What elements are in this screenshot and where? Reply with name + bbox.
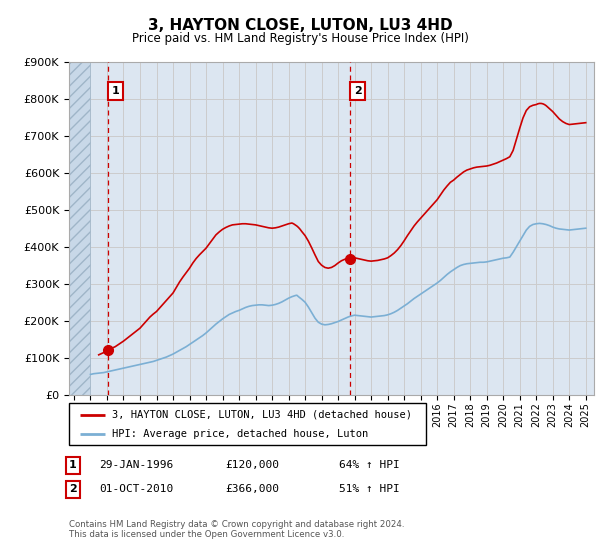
Bar bbox=[69, 62, 91, 395]
Text: 3, HAYTON CLOSE, LUTON, LU3 4HD: 3, HAYTON CLOSE, LUTON, LU3 4HD bbox=[148, 18, 452, 33]
Text: 2: 2 bbox=[69, 484, 77, 494]
Text: 1: 1 bbox=[69, 460, 77, 470]
Text: 51% ↑ HPI: 51% ↑ HPI bbox=[339, 484, 400, 494]
Text: £120,000: £120,000 bbox=[225, 460, 279, 470]
Text: 64% ↑ HPI: 64% ↑ HPI bbox=[339, 460, 400, 470]
Text: 3, HAYTON CLOSE, LUTON, LU3 4HD (detached house): 3, HAYTON CLOSE, LUTON, LU3 4HD (detache… bbox=[112, 409, 412, 419]
Text: £366,000: £366,000 bbox=[225, 484, 279, 494]
Text: 2: 2 bbox=[354, 86, 362, 96]
Text: 1: 1 bbox=[112, 86, 119, 96]
Text: 01-OCT-2010: 01-OCT-2010 bbox=[99, 484, 173, 494]
Text: Price paid vs. HM Land Registry's House Price Index (HPI): Price paid vs. HM Land Registry's House … bbox=[131, 32, 469, 45]
FancyBboxPatch shape bbox=[69, 403, 426, 445]
Text: 29-JAN-1996: 29-JAN-1996 bbox=[99, 460, 173, 470]
Text: Contains HM Land Registry data © Crown copyright and database right 2024.
This d: Contains HM Land Registry data © Crown c… bbox=[69, 520, 404, 539]
Text: HPI: Average price, detached house, Luton: HPI: Average price, detached house, Luto… bbox=[112, 429, 368, 439]
